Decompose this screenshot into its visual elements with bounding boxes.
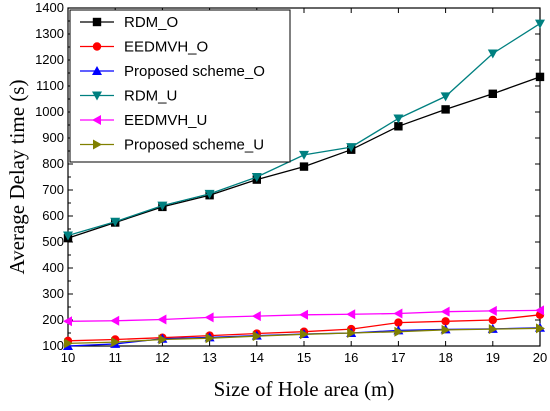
legend-marker [92,42,102,51]
y-tick-label: 200 [42,312,64,327]
data-point [204,312,214,323]
data-point [536,323,545,334]
y-tick-label: 700 [42,182,64,197]
legend-marker [92,91,102,101]
legend-marker [93,139,102,150]
legend-label: Proposed scheme_U [124,137,264,154]
data-point [64,338,73,349]
data-point [535,19,545,29]
y-tick-label: 1000 [35,104,64,119]
data-point [488,315,497,325]
axis-ticks: 10 11 12 13 14 15 16 17 18 19 20 100 200 300 400 500 600… [35,0,547,365]
data-point [110,217,121,227]
data-point [110,315,120,326]
x-tick-label: 11 [108,350,122,365]
legend-label: RDM_U [124,88,177,105]
series-5 [64,323,545,349]
data-point [157,314,167,325]
legend-label: EEDMVH_O [124,39,208,56]
data-point [346,309,356,320]
data-point [393,114,404,124]
data-point [394,318,403,327]
x-tick-label: 19 [486,350,500,365]
data-point [63,316,72,327]
data-point [440,306,450,317]
data-point [488,89,497,98]
y-tick-label: 300 [42,286,64,301]
x-tick-label: 10 [61,350,75,365]
data-point [158,334,168,345]
data-point [251,311,261,322]
series-3 [63,19,545,241]
data-point [300,329,309,340]
x-tick-label: 20 [533,350,547,365]
x-tick-label: 18 [438,350,452,365]
data-point [347,328,357,338]
y-tick-label: 400 [42,260,64,275]
data-point [487,305,497,316]
data-point [111,337,121,348]
x-axis-title: Size of Hole area (m) [214,377,395,401]
data-point [441,324,451,335]
data-point [441,317,450,326]
series-4 [63,305,544,327]
data-point [204,189,215,199]
y-tick-label: 1100 [36,78,64,93]
data-point [393,308,403,319]
y-tick-label: 1300 [35,26,64,41]
legend-label: EEDMVH_U [124,112,207,129]
data-point [299,162,309,171]
data-point [346,143,357,153]
data-point [394,326,404,337]
y-axis-title: Average Delay time (s) [5,80,29,275]
data-point [63,231,73,241]
legend-marker [92,115,101,125]
x-tick-label: 12 [155,350,169,365]
legend-box [69,9,291,163]
y-tick-label: 600 [42,208,64,223]
x-tick-label: 15 [297,350,311,365]
y-tick-label: 900 [42,130,64,145]
data-point [157,201,168,211]
y-tick-label: 100 [42,338,64,353]
data-point [205,333,215,344]
data-point [251,173,262,182]
legend: RDM_O EEDMVH_O Proposed scheme_O RDM_U EEDMV… [69,9,291,163]
data-point [441,105,450,114]
x-tick-label: 16 [344,350,358,365]
legend-label: Proposed scheme_O [124,63,265,80]
data-point [535,305,544,316]
data-point [440,92,451,102]
data-point [535,72,545,82]
x-tick-label: 13 [202,350,216,365]
data-point [488,324,498,335]
data-point [394,122,403,131]
y-tick-label: 1400 [35,0,64,15]
y-tick-label: 500 [42,234,64,249]
y-tick-label: 1200 [35,52,64,67]
y-tick-label: 800 [42,156,64,171]
data-point [299,309,308,320]
series-layer [63,19,545,350]
x-tick-label: 17 [391,350,405,365]
data-point [299,150,309,160]
legend-marker [92,66,102,75]
legend-label: RDM_O [124,14,178,31]
data-point [487,49,498,59]
data-point [252,331,262,342]
legend-marker [92,17,102,27]
x-tick-label: 14 [250,350,264,365]
